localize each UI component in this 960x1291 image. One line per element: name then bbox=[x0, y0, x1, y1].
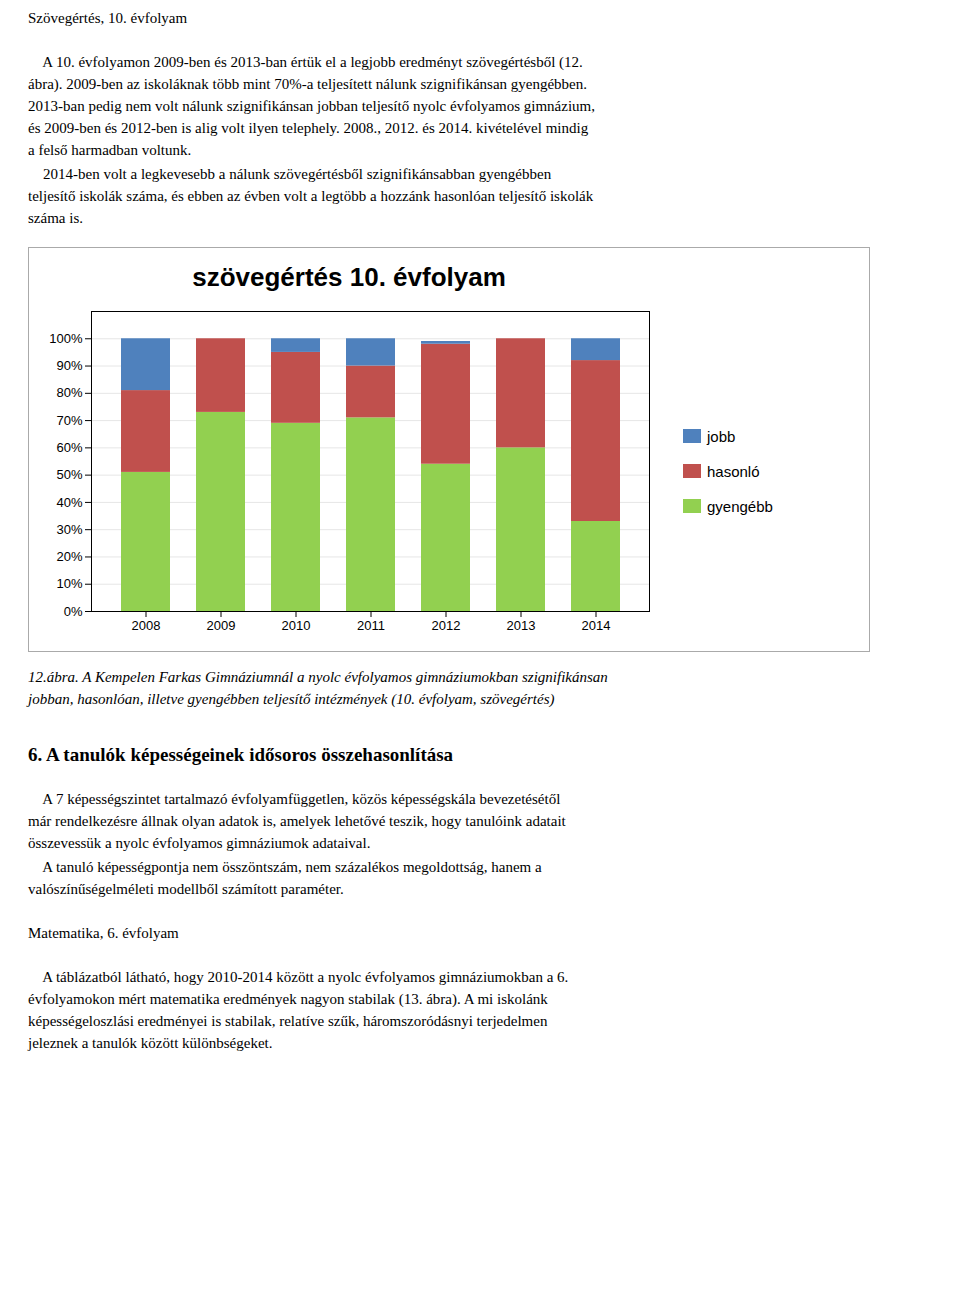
html-text:ábra). 2009-ben az iskoláknak: ábra). 2009-ben az iskoláknak több mint … bbox=[28, 76, 587, 92]
html-text:2013-ban pedig nem volt nálunk: 2013-ban pedig nem volt nálunk szignifik… bbox=[28, 98, 595, 114]
html-text:gyengébb: gyengébb bbox=[707, 497, 773, 515]
html-text:szövegértés 10. évfolyam: szövegértés 10. évfolyam bbox=[192, 262, 506, 292]
html-text:Szövegértés, 10. évfolyam: Szövegértés, 10. évfolyam bbox=[28, 10, 188, 26]
svg-text:60%: 60% bbox=[56, 440, 82, 455]
svg-text:2009: 2009 bbox=[207, 618, 236, 633]
svg-text:10%: 10% bbox=[56, 576, 82, 591]
html-text:és 2009-ben és 2012-ben is ali: és 2009-ben és 2012-ben is alig volt ily… bbox=[28, 120, 589, 136]
svg-text:70%: 70% bbox=[56, 413, 82, 428]
html-text:A tanuló képességpontja nem ös: A tanuló képességpontja nem összöntszám,… bbox=[28, 859, 542, 875]
svg-text:2014: 2014 bbox=[582, 618, 611, 633]
html-text:jeleznek a tanulók között külö: jeleznek a tanulók között különbségeket. bbox=[28, 1035, 273, 1051]
html-text:hasonló: hasonló bbox=[707, 462, 760, 480]
html-text:A 7 képességszintet tartalmazó: A 7 képességszintet tartalmazó évfolyamf… bbox=[28, 791, 561, 807]
svg-text:2008: 2008 bbox=[132, 618, 161, 633]
svg-text:2011: 2011 bbox=[357, 618, 385, 633]
svg-text:90%: 90% bbox=[56, 358, 82, 373]
svg-text:40%: 40% bbox=[56, 495, 82, 510]
svg-text:2012: 2012 bbox=[432, 618, 461, 633]
svg-text:2013: 2013 bbox=[507, 618, 536, 633]
html-text:6. A tanulók képességeinek idő: 6. A tanulók képességeinek idősoros össz… bbox=[28, 744, 454, 765]
svg-text:100%: 100% bbox=[49, 331, 83, 346]
svg-text:80%: 80% bbox=[56, 385, 82, 400]
html-text:12.ábra. A Kempelen Farkas Gim: 12.ábra. A Kempelen Farkas Gimnáziumnál … bbox=[28, 669, 608, 685]
html-text:évfolyamokon mért matematika e: évfolyamokon mért matematika eredmények … bbox=[28, 991, 548, 1007]
html-text:A 10. évfolyamon 2009-ben és 2: A 10. évfolyamon 2009-ben és 2013-ban ér… bbox=[28, 54, 583, 70]
html-text:a felső harmadban voltunk.: a felső harmadban voltunk. bbox=[28, 142, 192, 158]
html-text:Matematika, 6. évfolyam: Matematika, 6. évfolyam bbox=[28, 925, 179, 941]
svg-text:0%: 0% bbox=[64, 604, 83, 619]
html-text:teljesítő iskolák száma, és eb: teljesítő iskolák száma, és ebben az évb… bbox=[28, 188, 594, 204]
svg-text:20%: 20% bbox=[56, 549, 82, 564]
html-text:2014-ben volt a legkevesebb a: 2014-ben volt a legkevesebb a nálunk szö… bbox=[28, 166, 552, 182]
html-text:valószínűségelméleti modellből: valószínűségelméleti modellből számított… bbox=[28, 881, 344, 897]
html-text:jobban, hasonlóan, illetve gye: jobban, hasonlóan, illetve gyengébben te… bbox=[28, 691, 555, 707]
html-text:már rendelkezésre állnak olyan: már rendelkezésre állnak olyan adatok is… bbox=[28, 813, 566, 829]
svg-text:50%: 50% bbox=[56, 467, 82, 482]
html-text:száma is.: száma is. bbox=[28, 210, 83, 226]
html-text:jobb: jobb bbox=[707, 427, 736, 445]
svg-text:2010: 2010 bbox=[282, 618, 311, 633]
html-text:összevessük a nyolc évfolyamos: összevessük a nyolc évfolyamos gimnázium… bbox=[28, 835, 371, 851]
svg-text:30%: 30% bbox=[56, 522, 82, 537]
html-text:A táblázatból látható, hogy 20: A táblázatból látható, hogy 2010-2014 kö… bbox=[28, 969, 569, 985]
html-text:képességeloszlási eredményei i: képességeloszlási eredményei is stabilak… bbox=[28, 1013, 548, 1029]
